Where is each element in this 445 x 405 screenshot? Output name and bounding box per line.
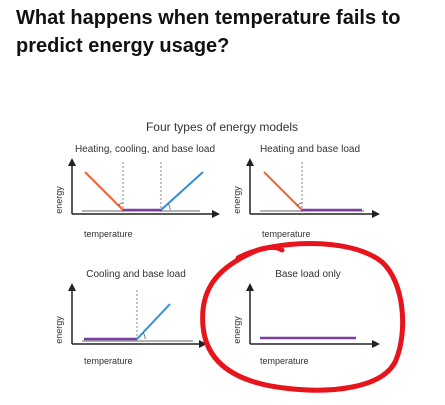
y-axis-label: energy [232,316,242,344]
panel-base-only: Base load only energy temperature [232,269,380,366]
y-axis-label: energy [232,186,242,214]
panel-title: Heating, cooling, and base load [75,144,215,155]
panel-title: Heating and base load [260,144,360,155]
panel-title: Base load only [275,269,341,280]
angle-mark [117,202,124,207]
x-axis-label: temperature [262,229,311,239]
figure-title: Four types of energy models [146,120,298,134]
angle-mark [167,203,171,211]
x-axis-label: temperature [84,356,133,366]
y-axis-label: energy [54,316,64,344]
slide-heading: What happens when temperature fails to p… [16,7,401,57]
panel-heating-base: Heating and base load energy temperature [232,144,380,239]
heating-line [84,171,124,211]
angle-mark [296,202,303,207]
cooling-line [160,171,204,211]
y-axis-label: energy [54,186,64,214]
panel-heating-cooling-base: Heating, cooling, and base load energy t… [54,144,220,239]
panel-cooling-base: Cooling and base load energy temperature [54,269,207,366]
heating-line [263,171,303,211]
angle-mark [142,332,146,340]
x-axis-label: temperature [84,229,133,239]
cooling-line [136,303,171,340]
panel-title: Cooling and base load [86,269,186,280]
x-axis-label: temperature [260,356,309,366]
annotation-circle [200,241,406,393]
